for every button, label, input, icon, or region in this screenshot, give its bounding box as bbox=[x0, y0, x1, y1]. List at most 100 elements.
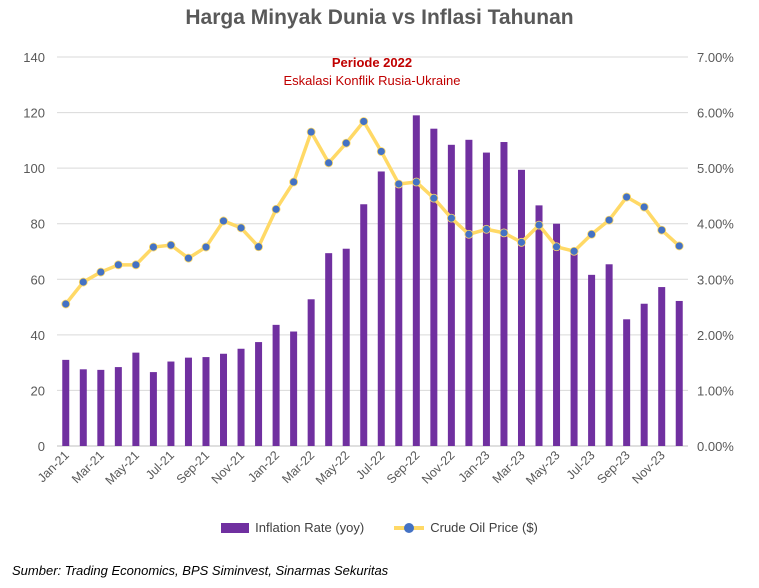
annotation-title: Periode 2022 bbox=[331, 55, 413, 70]
x-axis-tick-label: Mar-21 bbox=[69, 448, 107, 486]
inflation-bar bbox=[79, 369, 87, 446]
inflation-bar bbox=[149, 372, 157, 446]
oil-price-marker bbox=[113, 260, 123, 270]
left-axis-tick-label: 120 bbox=[23, 106, 45, 121]
inflation-bar bbox=[97, 369, 105, 446]
inflation-bar bbox=[553, 223, 561, 446]
oil-price-marker bbox=[534, 220, 544, 230]
x-axis-tick-label: May-21 bbox=[103, 448, 142, 487]
inflation-bar bbox=[517, 169, 525, 446]
inflation-bar bbox=[202, 357, 210, 446]
inflation-bar bbox=[395, 185, 403, 446]
inflation-bar bbox=[675, 300, 683, 446]
inflation-bar bbox=[377, 171, 385, 446]
inflation-bar bbox=[570, 250, 578, 446]
legend-label: Crude Oil Price ($) bbox=[430, 520, 538, 535]
inflation-bar bbox=[605, 264, 613, 446]
x-axis-tick-label: Jan-22 bbox=[245, 448, 282, 485]
x-axis-tick-label: Mar-22 bbox=[279, 448, 317, 486]
inflation-bar bbox=[535, 205, 543, 446]
x-axis-tick-label: Nov-22 bbox=[419, 448, 457, 486]
right-axis-tick-label: 4.00% bbox=[697, 217, 734, 232]
oil-price-marker bbox=[341, 138, 351, 148]
inflation-bar bbox=[167, 361, 175, 446]
oil-price-marker bbox=[622, 192, 632, 202]
oil-price-marker bbox=[166, 240, 176, 250]
inflation-bar bbox=[360, 204, 368, 446]
left-axis-tick-label: 140 bbox=[23, 50, 45, 65]
oil-price-marker bbox=[394, 179, 404, 189]
oil-price-marker bbox=[552, 242, 561, 252]
oil-price-marker bbox=[289, 177, 299, 187]
x-axis-tick-label: Nov-21 bbox=[209, 448, 247, 486]
inflation-bar bbox=[307, 299, 315, 446]
inflation-bar bbox=[623, 319, 631, 446]
oil-price-marker bbox=[149, 242, 158, 252]
legend-bar-swatch bbox=[221, 522, 250, 533]
inflation-bar bbox=[220, 353, 228, 446]
inflation-bar bbox=[430, 128, 438, 447]
oil-price-marker bbox=[674, 241, 684, 251]
x-axis-tick-label: Jan-23 bbox=[456, 448, 493, 485]
inflation-bar bbox=[342, 248, 350, 446]
inflation-bar bbox=[114, 367, 122, 446]
oil-price-marker bbox=[604, 215, 614, 225]
left-axis-tick-label: 80 bbox=[31, 217, 45, 232]
legend: Inflation Rate (yoy) Crude Oil Price ($) bbox=[0, 520, 759, 535]
chart-title: Harga Minyak Dunia vs Inflasi Tahunan bbox=[185, 6, 574, 29]
oil-price-marker bbox=[446, 213, 456, 223]
right-axis-tick-label: 6.00% bbox=[697, 106, 734, 121]
inflation-bar bbox=[412, 115, 420, 446]
oil-price-marker bbox=[639, 202, 649, 212]
right-axis-tick-label: 0.00% bbox=[697, 439, 734, 454]
inflation-bar bbox=[132, 352, 140, 446]
inflation-bar bbox=[482, 152, 490, 446]
inflation-bar bbox=[237, 348, 245, 446]
oil-price-line bbox=[64, 119, 681, 306]
oil-price-marker bbox=[254, 242, 263, 252]
inflation-bar bbox=[640, 303, 648, 446]
inflation-bar bbox=[588, 274, 596, 446]
oil-price-marker bbox=[464, 229, 474, 239]
left-axis-tick-label: 0 bbox=[38, 439, 45, 454]
inflation-bar bbox=[447, 144, 455, 446]
source-note: Sumber: Trading Economics, BPS Siminvest… bbox=[12, 563, 389, 578]
oil-price-marker bbox=[201, 242, 211, 252]
x-axis-tick-label: Sep-21 bbox=[174, 448, 212, 486]
inflation-bar bbox=[184, 357, 192, 446]
x-axis-tick-label: Jul-21 bbox=[143, 448, 177, 482]
oil-price-marker bbox=[569, 246, 579, 256]
oil-price-marker bbox=[131, 260, 141, 270]
x-axis-tick-label: May-22 bbox=[313, 448, 352, 487]
oil-price-marker bbox=[219, 216, 228, 226]
oil-price-marker bbox=[236, 223, 246, 233]
oil-price-marker bbox=[359, 117, 369, 126]
inflation-bar bbox=[658, 287, 666, 446]
left-axis-tick-label: 60 bbox=[31, 272, 45, 287]
x-axis-tick-label: Jul-22 bbox=[353, 448, 387, 482]
inflation-bar bbox=[290, 331, 298, 446]
oil-price-marker bbox=[429, 193, 439, 203]
oil-price-marker bbox=[78, 277, 88, 287]
legend-label: Inflation Rate (yoy) bbox=[255, 520, 365, 535]
annotation-subtitle: Eskalasi Konflik Rusia-Ukraine bbox=[283, 73, 461, 88]
oil-price-marker bbox=[271, 204, 281, 214]
legend-item-inflation: Inflation Rate (yoy) bbox=[221, 520, 364, 535]
left-axis-tick-label: 40 bbox=[31, 328, 45, 343]
inflation-bar bbox=[272, 324, 280, 446]
oil-price-marker bbox=[324, 158, 334, 168]
right-axis-tick-label: 2.00% bbox=[697, 328, 734, 343]
inflation-bar bbox=[62, 359, 70, 446]
inflation-bar bbox=[465, 139, 473, 446]
right-axis-tick-label: 3.00% bbox=[697, 272, 734, 287]
oil-price-marker bbox=[184, 253, 193, 263]
x-axis-tick-label: Nov-23 bbox=[629, 448, 667, 486]
oil-price-marker bbox=[657, 225, 667, 235]
oil-price-marker bbox=[587, 229, 596, 239]
oil-price-marker bbox=[517, 237, 526, 247]
x-axis-tick-label: Jul-23 bbox=[564, 448, 598, 482]
x-axis-tick-label: May-23 bbox=[523, 448, 562, 487]
oil-price-marker bbox=[306, 127, 316, 137]
oil-price-marker bbox=[499, 228, 509, 238]
